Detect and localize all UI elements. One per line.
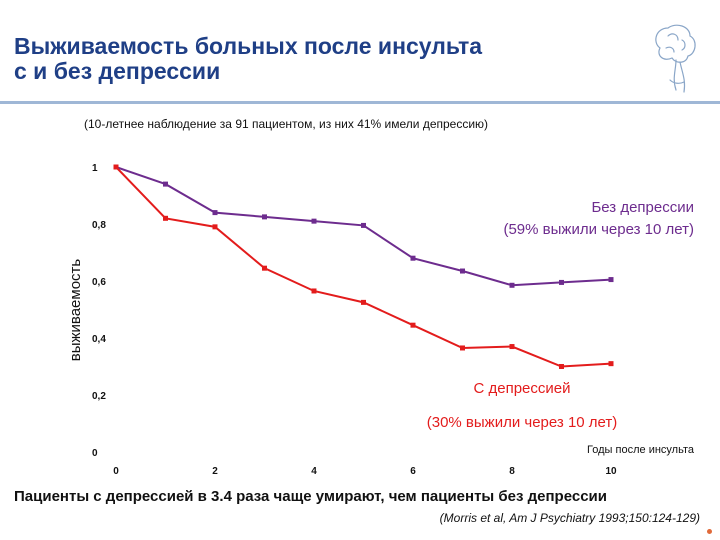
data-point [559,364,564,369]
series-label-line: (59% выжили через 10 лет) [503,221,694,238]
data-point [262,214,267,220]
data-point [460,268,465,274]
series-label-line: (30% выжили через 10 лет) [427,414,618,431]
y-axis-label: выживаемость [67,259,84,362]
series-label-line: С депрессией [473,380,570,397]
data-point [559,279,564,285]
data-point [509,344,515,350]
data-point [212,224,218,230]
slide-title: Выживаемость больных после инсульта с и … [14,34,482,84]
data-point [163,215,168,221]
slide-title-line-1: Выживаемость больных после инсульта [14,33,483,59]
x-tick-label: 8 [509,466,515,477]
y-tick-label: 0 [92,448,98,459]
y-tick-label: 0,2 [92,391,106,402]
data-point [460,345,465,351]
series-2 [113,164,614,369]
data-point [608,277,614,283]
data-point [262,265,267,271]
data-point [509,282,515,288]
chart-series-group [113,164,614,369]
y-tick-label: 0,8 [92,220,106,231]
slide-title-line-2: с и без депрессии [14,58,221,84]
chart-subtitle: (10-летнее наблюдение за 91 пациентом, и… [84,117,489,131]
series-line [115,166,612,368]
y-tick-label: 0,4 [92,334,106,345]
x-tick-label: 0 [113,466,119,477]
data-point [608,361,614,367]
data-point [410,255,416,261]
data-point [212,210,218,216]
data-point [361,222,366,228]
data-point [361,299,366,305]
x-tick-label: 10 [605,466,617,477]
y-tick-label: 0,6 [92,277,106,288]
x-tick-label: 2 [212,466,218,477]
x-axis-label: Годы после инсульта [587,444,695,456]
brain-logo-icon [655,24,696,93]
chart-series-labels: Без депрессии (59% выжили через 10 лет) С … [427,199,694,431]
footer-statement: Пациенты с депрессией в 3.4 раза чаще ум… [14,488,607,505]
data-point [311,218,317,224]
x-tick-label: 4 [311,466,317,477]
y-tick-label: 1 [92,163,98,174]
x-tick-label: 6 [410,466,416,477]
citation: (Morris et al, Am J Psychiatry 1993;150:… [439,511,700,525]
series-label-line: Без депрессии [591,199,694,216]
data-point [311,288,317,294]
corner-dot-icon [707,529,712,534]
title-divider [0,101,720,104]
data-point [113,164,119,170]
data-point [410,322,416,328]
series-1 [113,164,614,288]
data-point [163,181,168,187]
